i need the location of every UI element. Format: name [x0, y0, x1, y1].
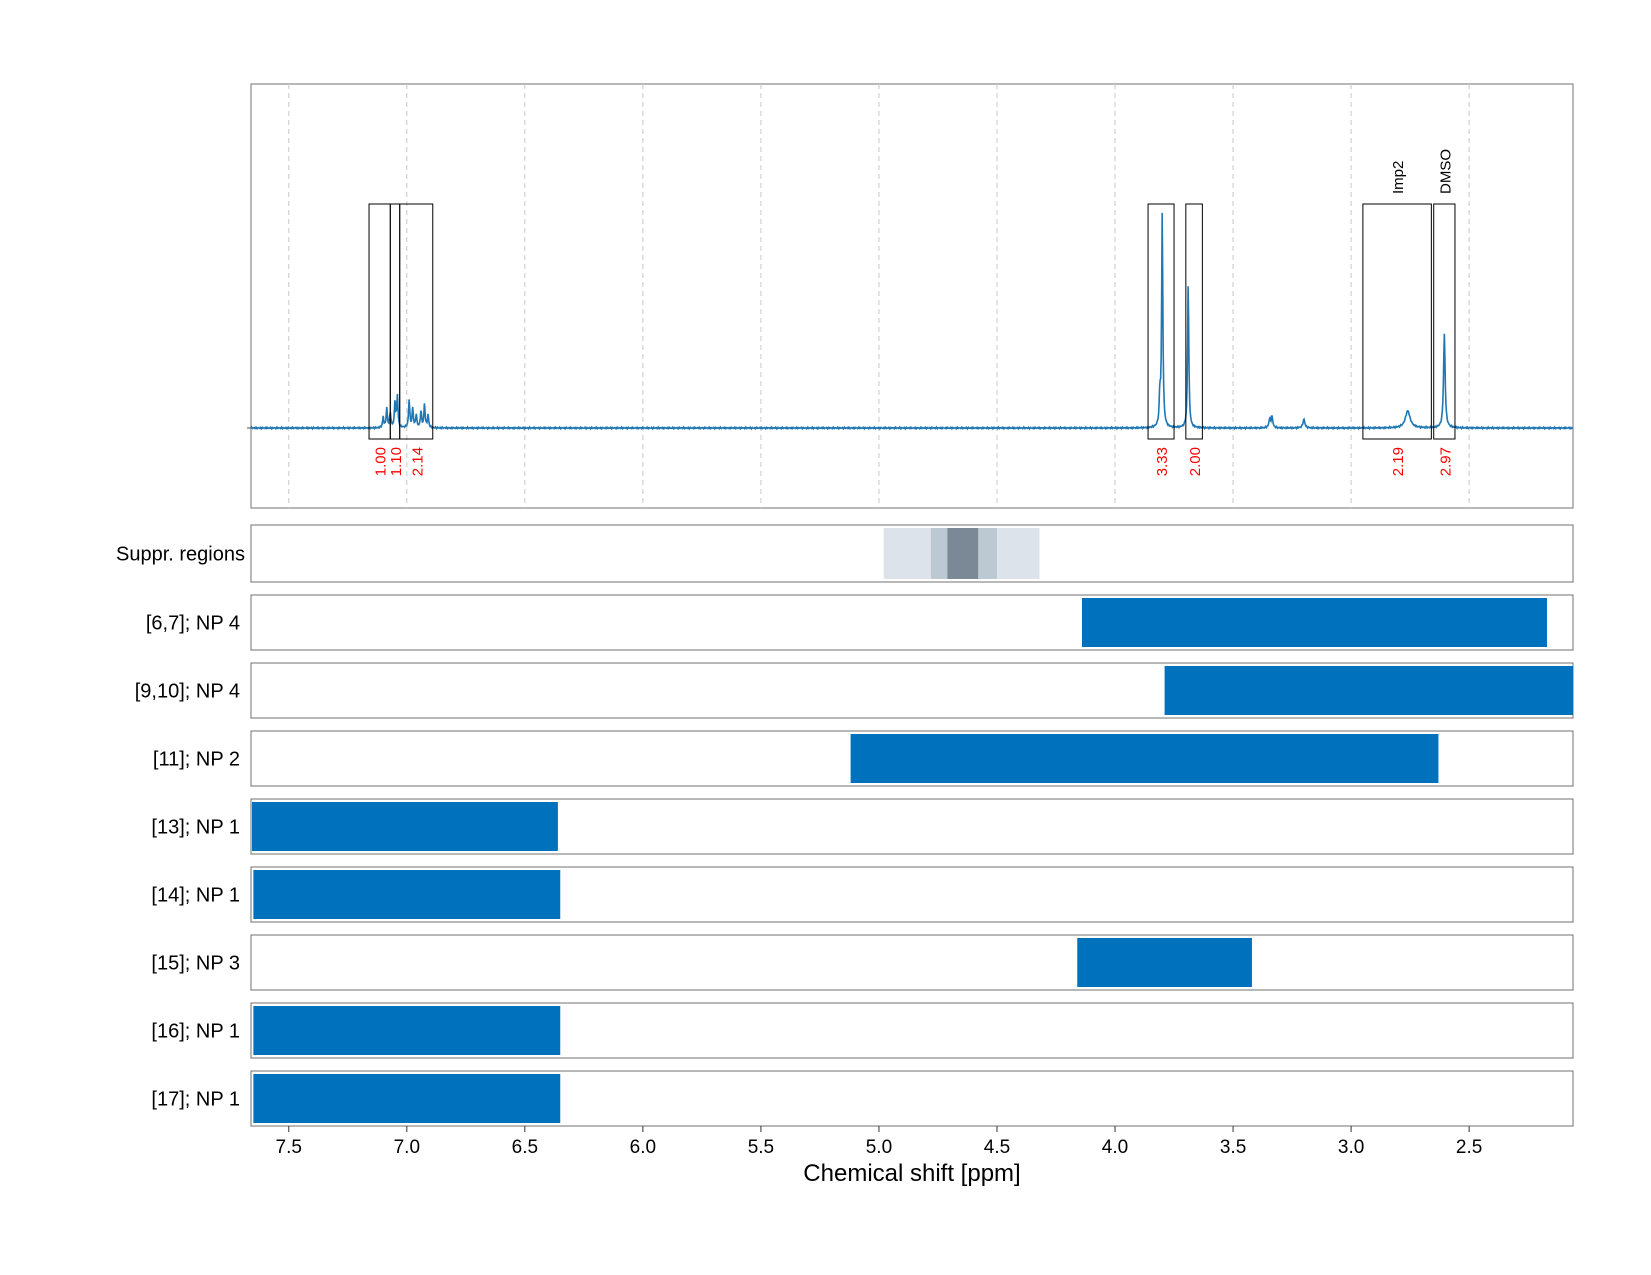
range-label: [15]; NP 3	[151, 953, 240, 975]
integral-value: 2.00	[1187, 447, 1204, 476]
spectrum-line	[250, 212, 1574, 431]
range-bar	[1081, 598, 1548, 647]
range-bar	[253, 1074, 561, 1123]
range-panel: [9,10]; NP 4	[135, 662, 1574, 719]
range-panel: [16]; NP 1	[151, 1002, 1574, 1059]
integral-compound-label: DMSO	[1437, 149, 1454, 194]
spectrum-frame	[250, 83, 1574, 509]
x-tick-label: 5.0	[866, 1137, 892, 1158]
integral-value: 3.33	[1154, 447, 1171, 476]
range-label: [14]; NP 1	[151, 885, 240, 907]
range-panel: [6,7]; NP 4	[146, 594, 1574, 651]
range-label: [16]; NP 1	[151, 1021, 240, 1043]
x-axis-label: Chemical shift [ppm]	[803, 1160, 1020, 1187]
integral-box	[1185, 203, 1203, 440]
range-panel: [17]; NP 1	[151, 1070, 1574, 1127]
x-tick-label: 5.5	[748, 1137, 774, 1158]
x-tick-label: 4.0	[1102, 1137, 1128, 1158]
range-label: [9,10]; NP 4	[135, 681, 240, 703]
spectrum-panel: 1.001.10 2.14 3.33 2.00 2.19 Imp2 2.97 DMSO	[247, 83, 1574, 509]
integral-value: 2.97	[1437, 447, 1454, 476]
integral-box	[1147, 203, 1175, 440]
integral-value: 2.14	[409, 447, 426, 476]
suppression-panel: Suppr. regions	[116, 524, 1574, 583]
integral-compound-label: Imp2	[1390, 161, 1407, 194]
suppression-label: Suppr. regions	[116, 544, 245, 566]
x-tick-label: 6.5	[512, 1137, 538, 1158]
range-label: [17]; NP 1	[151, 1089, 240, 1111]
x-tick-label: 6.0	[630, 1137, 656, 1158]
x-tick-label: 7.0	[394, 1137, 420, 1158]
integral-value: 1.00	[373, 447, 390, 476]
range-frame	[250, 934, 1574, 991]
range-panel: [11]; NP 2	[153, 730, 1574, 787]
x-tick-label: 7.5	[276, 1137, 302, 1158]
x-tick-label: 3.0	[1338, 1137, 1364, 1158]
range-panel: [14]; NP 1	[151, 866, 1574, 923]
range-bar	[252, 802, 558, 851]
range-label: [6,7]; NP 4	[146, 613, 240, 635]
range-panel: [13]; NP 1	[151, 798, 1574, 855]
range-bar	[1077, 938, 1252, 987]
range-bar	[253, 1006, 561, 1055]
range-bar	[253, 870, 561, 919]
integral-box	[399, 203, 434, 440]
integral-box	[1362, 203, 1432, 440]
range-panel: [15]; NP 3	[151, 934, 1574, 991]
range-bar	[1164, 666, 1573, 715]
x-tick-label: 3.5	[1220, 1137, 1246, 1158]
x-tick-label: 2.5	[1456, 1137, 1482, 1158]
integral-value: 1.10	[388, 447, 405, 476]
range-label: [11]; NP 2	[153, 749, 240, 771]
range-label: [13]; NP 1	[151, 817, 240, 839]
integral-box	[1433, 203, 1456, 440]
x-tick-label: 4.5	[984, 1137, 1010, 1158]
integral-value: 2.19	[1390, 447, 1407, 476]
suppression-band	[947, 528, 979, 579]
range-panels: [6,7]; NP 4 [9,10]; NP 4 [11]; NP 2 [13]; N…	[135, 594, 1574, 1127]
x-axis: 7.5 7.0 6.5 6.0 5.5 5.0 4.5 4.0 3.5 3.0 2.5	[251, 1125, 1573, 1158]
range-bar	[850, 734, 1439, 783]
